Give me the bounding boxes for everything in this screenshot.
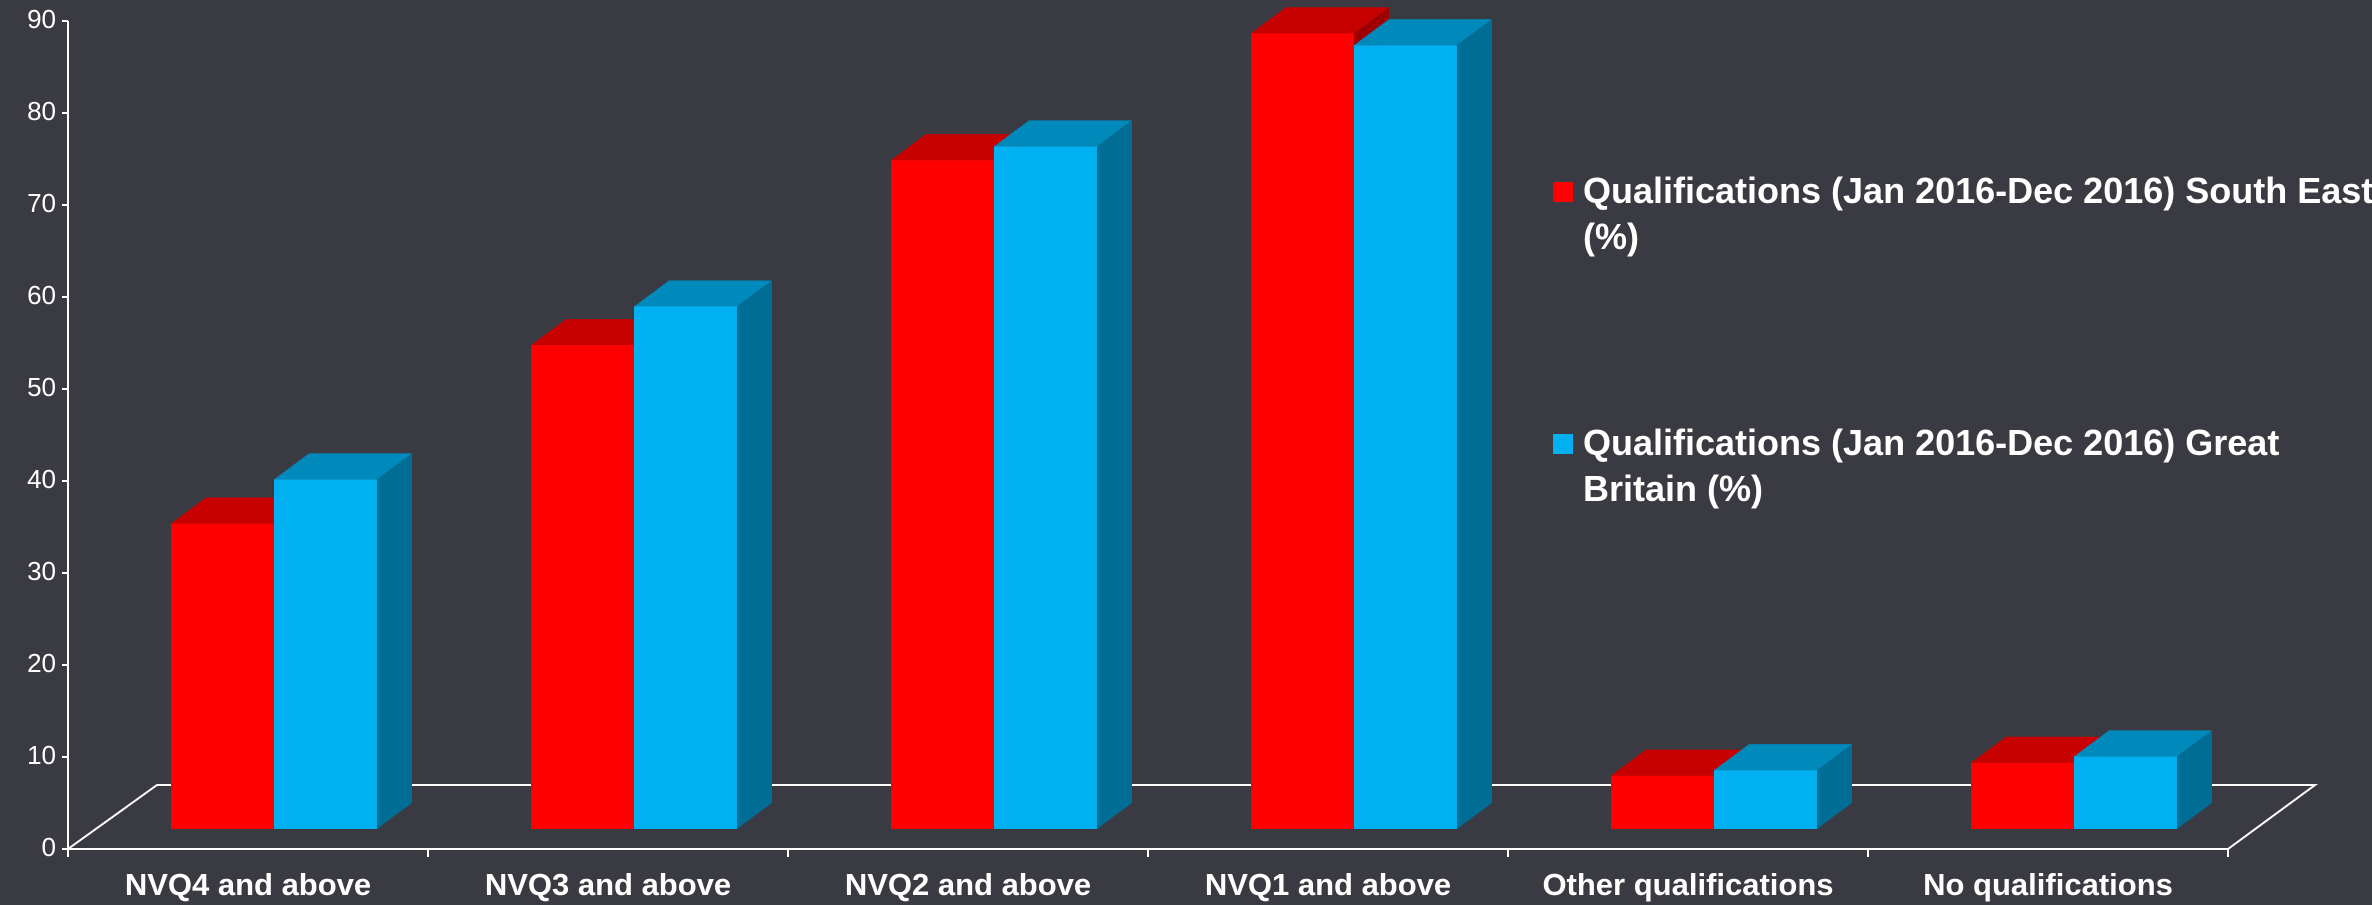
bar [531,345,634,829]
x-tick-label: NVQ4 and above [125,867,371,902]
bar-top [634,280,772,307]
bar-top [1714,744,1852,771]
bar [1354,45,1457,830]
y-tick-label: 40 [27,464,56,494]
bar-side [377,453,412,829]
bar-top [1251,7,1389,34]
y-tick-label: 20 [27,648,56,678]
y-tick-label: 10 [27,740,56,770]
legend-label: Qualifications (Jan 2016-Dec 2016) South… [1583,170,2372,257]
y-tick-label: 80 [27,96,56,126]
bar-side [1457,19,1492,830]
bar-top [2074,730,2212,757]
legend-item: Qualifications (Jan 2016-Dec 2016) South… [1553,168,2372,260]
legend-item: Qualifications (Jan 2016-Dec 2016) Great… [1553,420,2372,512]
x-tick-label: Other qualifications [1542,867,1833,902]
x-tick-label: No qualifications [1923,867,2173,902]
bar [1251,33,1354,829]
y-tick-label: 70 [27,188,56,218]
bar [274,479,377,829]
legend-key [1553,182,1573,202]
legend-label: Qualifications (Jan 2016-Dec 2016) Great… [1583,422,2280,509]
bar [171,523,274,829]
legend-key [1553,434,1573,454]
bar-side [737,280,772,829]
bar-side [1817,744,1852,829]
y-tick-label: 50 [27,372,56,402]
bar-side [1097,120,1132,830]
y-tick-label: 30 [27,556,56,586]
y-tick-label: 0 [42,832,56,862]
bar [994,146,1097,830]
bar [1714,770,1817,829]
bar [891,160,994,829]
bar [634,306,737,829]
bar [1611,775,1714,829]
y-tick-label: 90 [27,4,56,34]
x-tick-label: NVQ2 and above [845,867,1091,902]
bar-top [994,120,1132,147]
x-tick-label: NVQ3 and above [485,867,731,902]
bar [1971,762,2074,829]
x-tick-label: NVQ1 and above [1205,867,1451,902]
y-tick-label: 60 [27,280,56,310]
bar-top [1611,749,1749,776]
bar-top [1354,19,1492,46]
bar [2074,756,2177,829]
bar-top [274,453,412,480]
bar-side [2177,730,2212,829]
